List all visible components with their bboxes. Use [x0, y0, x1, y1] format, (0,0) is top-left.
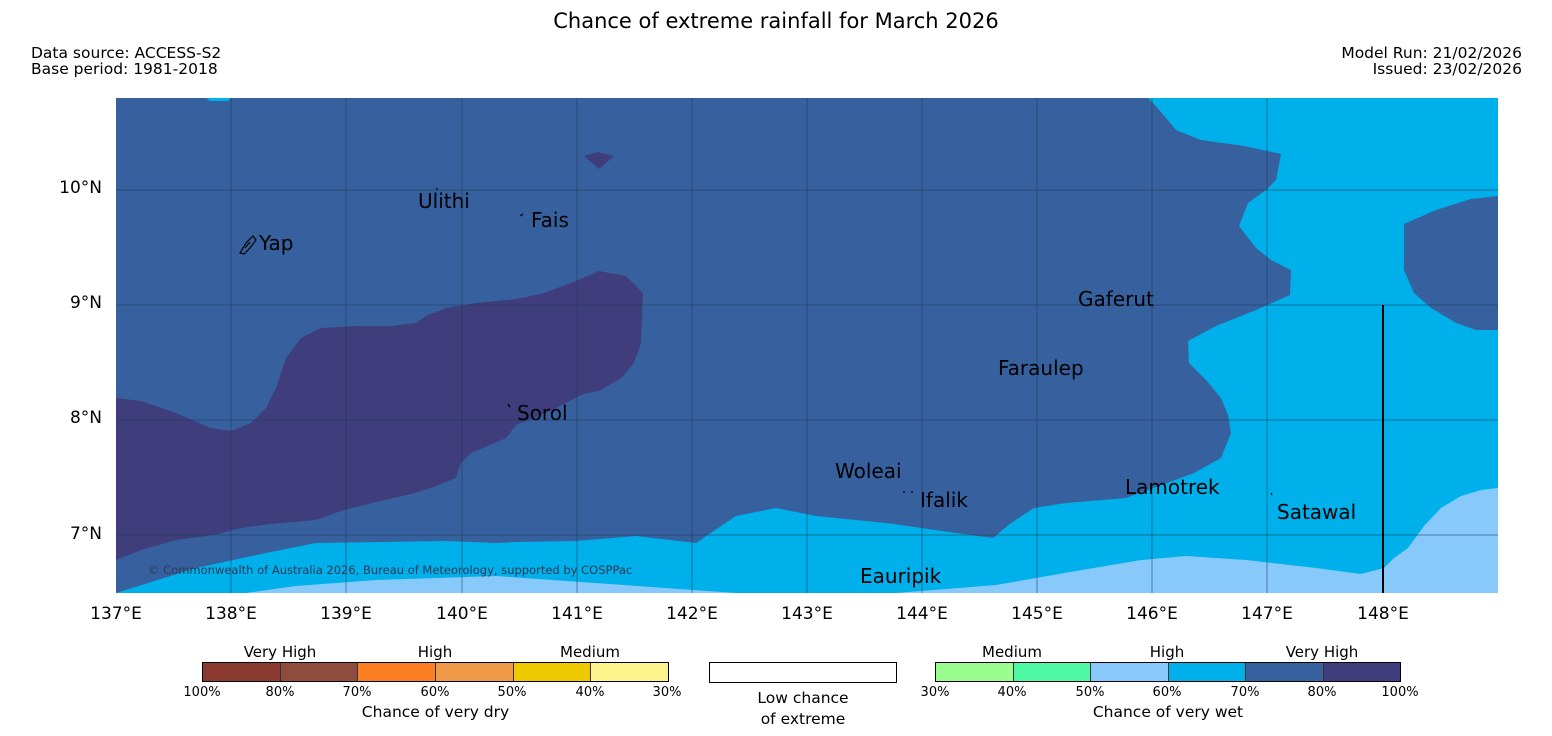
lon-label-137e: 137°E	[90, 604, 142, 624]
place-labels: Ulithi Fais Yap Gaferut Faraulep Sorol W…	[258, 189, 1356, 588]
data-source-text: Data source: ACCESS-S2	[31, 44, 222, 62]
place-label-eauripik: Eauripik	[860, 564, 942, 588]
dry-group-very-high: Very High	[243, 643, 317, 661]
dry-colorbar	[202, 662, 669, 682]
dry-tick: 70%	[342, 685, 372, 700]
lon-label-143e: 143°E	[781, 604, 833, 624]
map-region-70-80-east	[1404, 196, 1498, 330]
model-run-text: Model Run: 21/02/2026	[1341, 44, 1522, 62]
dry-tick: 80%	[265, 685, 295, 700]
dry-legend-caption: Chance of very dry	[361, 703, 510, 721]
dry-colorbar-segment	[280, 663, 359, 681]
island-marks	[239, 188, 1273, 496]
dry-tick: 40%	[575, 685, 605, 700]
lat-label-8n: 8°N	[69, 408, 102, 428]
dry-tick: 100%	[183, 685, 221, 700]
dry-colorbar-segment	[436, 663, 514, 681]
dry-tick: 30%	[652, 685, 682, 700]
place-label-satawal: Satawal	[1277, 500, 1356, 524]
dry-colorbar-segment	[513, 663, 592, 681]
wet-tick: 40%	[997, 685, 1027, 700]
map-region-60-70	[116, 98, 1498, 593]
wet-colorbar-segment	[1246, 663, 1324, 681]
wet-tick: 80%	[1307, 685, 1337, 700]
dry-colorbar-segment	[591, 663, 669, 681]
wet-group-medium: Medium	[982, 643, 1042, 661]
wet-tick: 60%	[1152, 685, 1182, 700]
place-label-yap: Yap	[258, 231, 293, 255]
map-title: Chance of extreme rainfall for March 202…	[553, 9, 999, 33]
dry-tick: 50%	[497, 685, 527, 700]
lon-label-141e: 141°E	[551, 604, 603, 624]
map-region-80-100	[116, 271, 643, 560]
lon-label-148e: 148°E	[1357, 604, 1409, 624]
wet-tick: 70%	[1230, 685, 1260, 700]
dry-tick: 60%	[420, 685, 450, 700]
dry-colorbar-segment	[358, 663, 437, 681]
wet-group-very-high: Very High	[1285, 643, 1359, 661]
place-label-faraulep: Faraulep	[998, 356, 1084, 380]
wet-tick: 50%	[1075, 685, 1105, 700]
lon-label-139e: 139°E	[320, 604, 372, 624]
lon-label-146e: 146°E	[1126, 604, 1178, 624]
map-region-80-100-small	[584, 152, 614, 169]
map-region-50-60	[246, 488, 1498, 593]
place-label-gaferut: Gaferut	[1078, 287, 1154, 311]
dry-group-medium: Medium	[560, 643, 620, 661]
wet-colorbar-segment	[1013, 663, 1091, 681]
place-label-woleai: Woleai	[835, 459, 902, 483]
lon-label-142e: 142°E	[666, 604, 718, 624]
source-info: Data source: ACCESS-S2 Base period: 1981…	[31, 45, 221, 77]
base-period-text: Base period: 1981-2018	[31, 60, 218, 78]
issued-text: Issued: 23/02/2026	[1372, 60, 1522, 78]
low-chance-box	[709, 662, 897, 683]
wet-legend-caption: Chance of very wet	[1092, 703, 1244, 721]
lon-label-144e: 144°E	[896, 604, 948, 624]
wet-tick: 100%	[1381, 685, 1419, 700]
map-region-60-70-nw	[206, 98, 231, 101]
place-label-ulithi: Ulithi	[418, 189, 470, 213]
yap-island-icon	[239, 235, 257, 255]
graticule	[116, 98, 1498, 593]
lon-label-138e: 138°E	[205, 604, 257, 624]
lon-label-145e: 145°E	[1011, 604, 1063, 624]
wet-colorbar-segment	[1323, 663, 1400, 681]
place-label-sorol: Sorol	[517, 401, 568, 425]
lon-label-147e: 147°E	[1241, 604, 1293, 624]
wet-colorbar	[935, 662, 1401, 682]
lat-label-10n: 10°N	[59, 178, 102, 198]
wet-colorbar-segment	[936, 663, 1014, 681]
low-chance-caption-2: of extreme	[760, 710, 846, 728]
run-info: Model Run: 21/02/2026 Issued: 23/02/2026	[1341, 45, 1522, 77]
lat-label-7n: 7°N	[69, 524, 102, 544]
lat-label-9n: 9°N	[69, 293, 102, 313]
wet-tick: 30%	[920, 685, 950, 700]
fais-island-icon	[519, 213, 524, 217]
copyright-text: © Commonwealth of Australia 2026, Bureau…	[148, 563, 632, 577]
sorol-island-icon	[507, 403, 511, 408]
satawal-island-icon	[1270, 492, 1273, 496]
lon-label-140e: 140°E	[436, 604, 488, 624]
place-label-fais: Fais	[531, 208, 569, 232]
rainfall-map: Ulithi Fais Yap Gaferut Faraulep Sorol W…	[116, 98, 1498, 593]
wet-group-high: High	[1149, 643, 1185, 661]
low-chance-caption-1: Low chance	[757, 689, 849, 707]
wet-colorbar-segment	[1091, 663, 1169, 681]
wet-colorbar-segment	[1168, 663, 1246, 681]
dry-colorbar-segment	[203, 663, 281, 681]
place-label-lamotrek: Lamotrek	[1125, 475, 1220, 499]
dry-group-high: High	[417, 643, 453, 661]
place-label-ifalik: Ifalik	[920, 488, 968, 512]
